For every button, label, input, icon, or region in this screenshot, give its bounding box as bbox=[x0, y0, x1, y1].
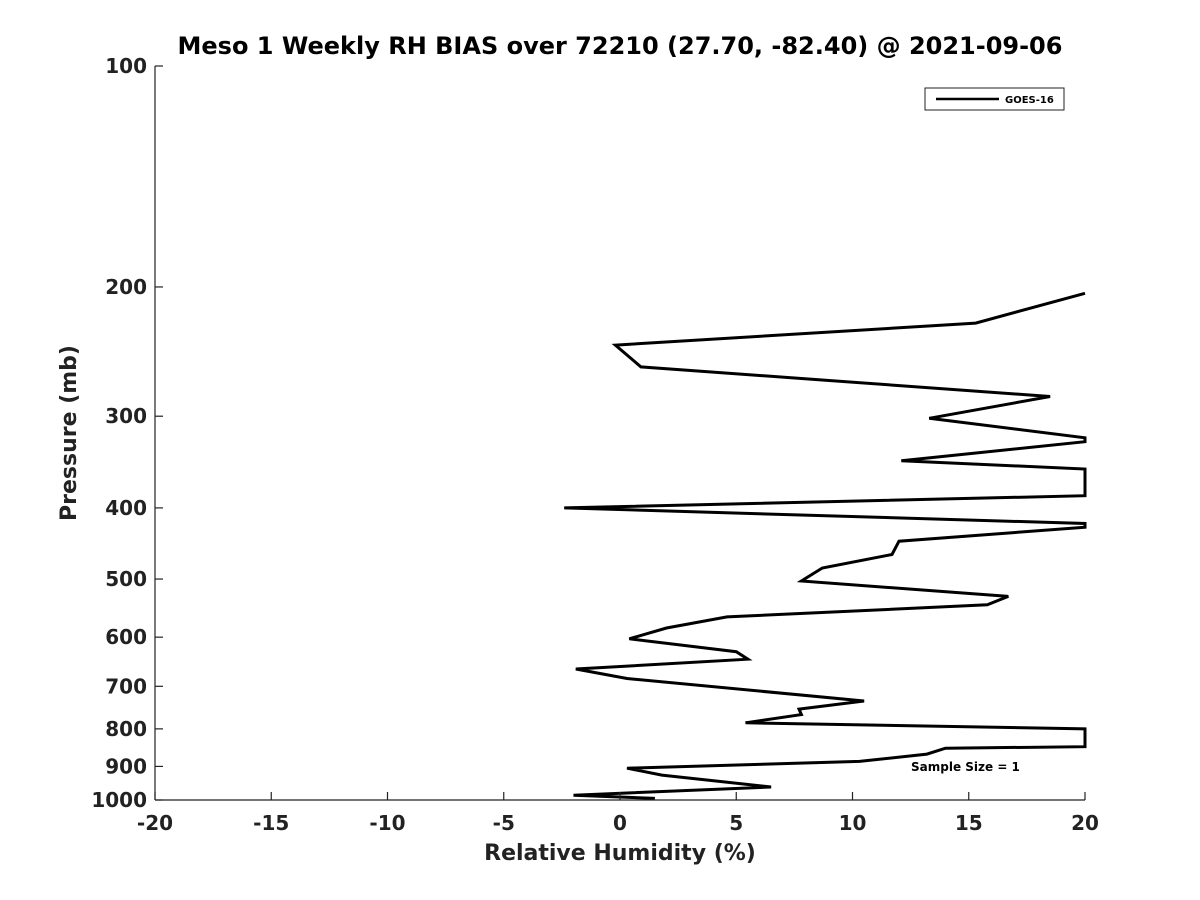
x-tick-label: 10 bbox=[839, 811, 867, 835]
legend: GOES-16 bbox=[924, 87, 1065, 111]
x-tick-label: -15 bbox=[253, 811, 289, 835]
x-tick-label: -20 bbox=[137, 811, 173, 835]
series-line-goes-16 bbox=[564, 291, 1087, 800]
y-tick-label: 900 bbox=[105, 754, 147, 778]
y-tick-label: 200 bbox=[105, 275, 147, 299]
x-axis-label: Relative Humidity (%) bbox=[484, 841, 756, 866]
y-tick-label: 600 bbox=[105, 625, 147, 649]
y-axis-label: Pressure (mb) bbox=[57, 345, 82, 521]
legend-label-goes-16: GOES-16 bbox=[1005, 95, 1054, 106]
y-ticks: 100 200 300 400 500 600 700 800 900 1000 bbox=[91, 54, 163, 812]
y-tick-label: 800 bbox=[105, 717, 147, 741]
x-tick-label: -10 bbox=[369, 811, 405, 835]
sample-size-annotation: Sample Size = 1 bbox=[911, 760, 1020, 774]
x-tick-label: 20 bbox=[1071, 811, 1099, 835]
x-tick-label: 5 bbox=[729, 811, 743, 835]
x-ticks: -20 -15 -10 -5 0 5 10 15 20 bbox=[137, 792, 1099, 835]
plot-area bbox=[564, 291, 1087, 800]
y-tick-label: 1000 bbox=[91, 788, 147, 812]
y-tick-label: 300 bbox=[105, 404, 147, 428]
y-tick-label: 100 bbox=[105, 54, 147, 78]
x-tick-label: 15 bbox=[955, 811, 983, 835]
y-tick-label: 700 bbox=[105, 674, 147, 698]
chart-title: Meso 1 Weekly RH BIAS over 72210 (27.70,… bbox=[178, 32, 1063, 60]
x-tick-label: 0 bbox=[613, 811, 627, 835]
y-tick-label: 500 bbox=[105, 567, 147, 591]
x-tick-label: -5 bbox=[493, 811, 515, 835]
y-tick-label: 400 bbox=[105, 496, 147, 520]
